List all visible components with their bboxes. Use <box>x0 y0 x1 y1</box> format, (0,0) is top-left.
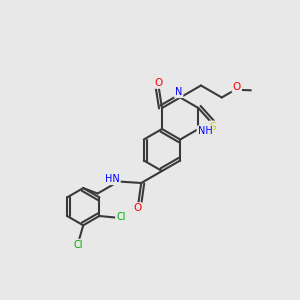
Text: N: N <box>175 87 182 97</box>
Text: O: O <box>232 82 241 92</box>
Text: S: S <box>210 122 216 132</box>
Text: Cl: Cl <box>116 212 126 222</box>
Text: Cl: Cl <box>74 240 83 250</box>
Text: NH: NH <box>198 126 212 136</box>
Text: O: O <box>134 203 142 213</box>
Text: O: O <box>154 78 163 88</box>
Text: HN: HN <box>105 174 120 184</box>
